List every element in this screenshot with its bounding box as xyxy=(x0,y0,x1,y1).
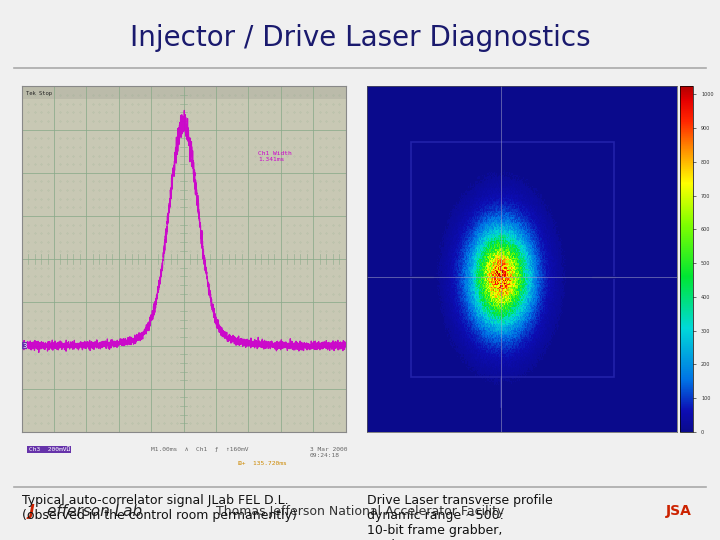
Text: JSA: JSA xyxy=(665,504,691,518)
Bar xyxy=(22,86,346,99)
Text: Typical auto-correlator signal JLab FEL D.L.
(observed in the control room perma: Typical auto-correlator signal JLab FEL … xyxy=(22,494,297,522)
Text: M1.00ms  ∧  Ch1  ƒ  ↑160mV: M1.00ms ∧ Ch1 ƒ ↑160mV xyxy=(151,447,248,452)
Text: Thomas Jefferson National Accelerator Facility: Thomas Jefferson National Accelerator Fa… xyxy=(216,505,504,518)
Text: Injector / Drive Laser Diagnostics: Injector / Drive Laser Diagnostics xyxy=(130,24,590,52)
Text: J: J xyxy=(29,504,35,519)
Bar xyxy=(410,141,614,377)
Text: Ch3  200mVΩ: Ch3 200mVΩ xyxy=(29,447,70,452)
Text: Ch1 Width
1.341ms: Ch1 Width 1.341ms xyxy=(258,151,292,162)
Text: 3 Mar 2000
09:24:18: 3 Mar 2000 09:24:18 xyxy=(310,447,347,458)
Text: Tek Stop: Tek Stop xyxy=(27,91,53,96)
Text: Drive Laser transverse profile
dynamic range ~500:
10-bit frame grabber,
60 dB S: Drive Laser transverse profile dynamic r… xyxy=(367,494,553,540)
Text: 3: 3 xyxy=(22,342,27,349)
Text: ⊞+  135.720ms: ⊞+ 135.720ms xyxy=(238,461,287,465)
Text: efferson Lab: efferson Lab xyxy=(47,504,142,519)
